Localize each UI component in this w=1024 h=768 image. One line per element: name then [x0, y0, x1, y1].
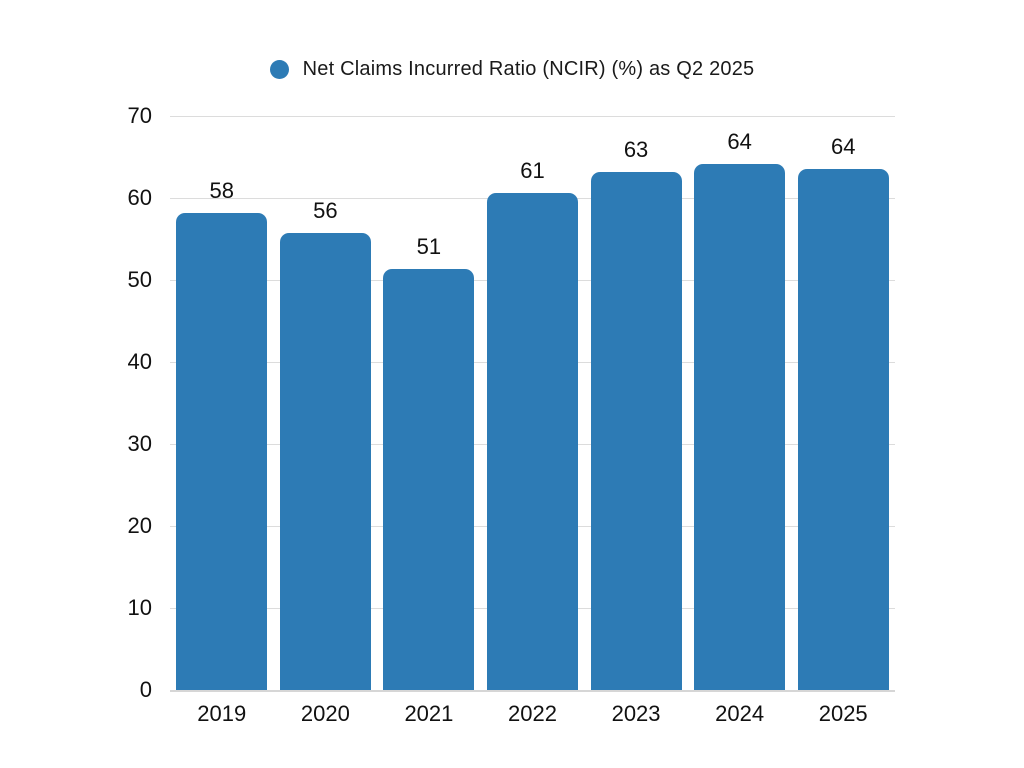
legend-label: Net Claims Incurred Ratio (NCIR) (%) as … — [302, 58, 755, 80]
bar-2019 — [176, 212, 268, 690]
bar-2020 — [279, 233, 371, 690]
x-tick-label-2019: 2019 — [197, 701, 247, 726]
bar-value-label-2025: 64 — [830, 134, 856, 160]
y-tick-label-40: 40 — [127, 349, 152, 374]
x-tick-label-2023: 2023 — [611, 701, 661, 726]
gridline-70 — [170, 116, 895, 117]
x-tick-label-2021: 2021 — [404, 701, 454, 726]
bar-value-label-2022: 61 — [520, 158, 545, 184]
y-tick-label-10: 10 — [127, 595, 152, 620]
bar-value-label-2019: 58 — [209, 177, 235, 203]
x-tick-label-2022: 2022 — [508, 701, 557, 726]
bar-value-label-2020: 56 — [313, 198, 338, 224]
chart-legend: Net Claims Incurred Ratio (NCIR) (%) as … — [0, 58, 1024, 81]
bar-2024 — [694, 163, 786, 690]
bar-2021 — [383, 269, 475, 690]
y-tick-label-30: 30 — [127, 431, 152, 456]
y-tick-label-0: 0 — [139, 677, 152, 702]
bar-2022 — [487, 193, 578, 690]
bar-2023 — [590, 171, 682, 690]
y-tick-label-50: 50 — [127, 267, 152, 292]
bar-value-label-2024: 64 — [727, 128, 752, 154]
x-tick-label-2024: 2024 — [715, 701, 765, 726]
y-tick-label-70: 70 — [127, 103, 152, 128]
legend-circle-marker-icon — [269, 60, 289, 79]
bar-value-label-2021: 51 — [416, 234, 442, 260]
x-tick-label-2025: 2025 — [818, 701, 868, 726]
bar-value-label-2023: 63 — [623, 136, 649, 162]
plot-area: 0 10 20 30 40 50 60 70 58 2019 56 2020 51 2021 61 2022 6… — [128, 103, 895, 726]
y-tick-label-60: 60 — [127, 185, 152, 210]
bar-2025 — [797, 169, 889, 690]
x-tick-label-2020: 2020 — [300, 701, 350, 726]
y-tick-label-20: 20 — [127, 513, 152, 538]
